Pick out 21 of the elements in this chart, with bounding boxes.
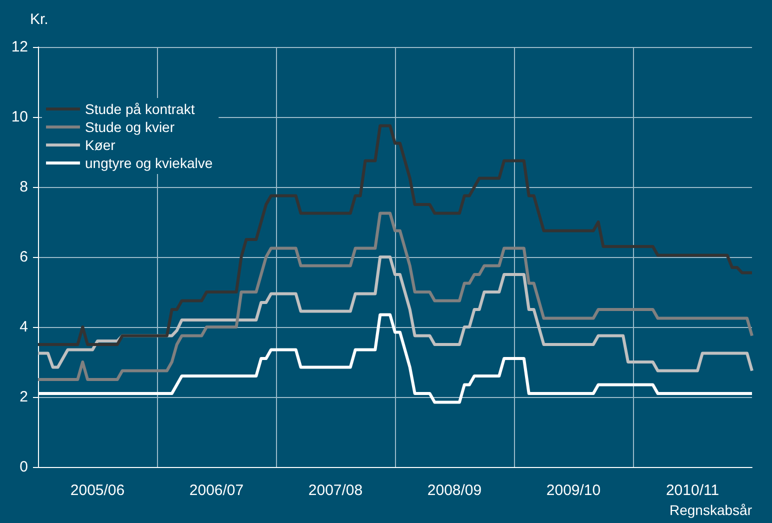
legend-label: Køer — [85, 137, 116, 153]
x-tick-label: 2007/08 — [308, 482, 363, 499]
line-series — [36, 256, 754, 372]
x-tick-label: 2005/06 — [70, 482, 125, 499]
y-axis-title: Kr. — [30, 11, 48, 28]
y-tick-label: 12 — [11, 38, 28, 56]
legend-label: Stude og kvier — [85, 119, 175, 135]
x-axis-title: Regnskabsår — [670, 502, 752, 518]
y-tick-label: 8 — [20, 178, 28, 196]
y-tick-label: 0 — [20, 458, 28, 476]
y-tick-label: 10 — [11, 108, 28, 126]
line-series — [36, 212, 754, 381]
legend-label: ungtyre og kviekalve — [85, 155, 213, 171]
x-tick-label: 2008/09 — [427, 482, 482, 499]
y-tick-label: 4 — [20, 318, 28, 336]
legend-label: Stude på kontrakt — [85, 101, 195, 117]
x-tick-label: 2009/10 — [546, 482, 601, 499]
x-tick-label: 2006/07 — [189, 482, 244, 499]
y-tick-label: 2 — [20, 388, 28, 406]
y-tick-label: 6 — [20, 248, 28, 266]
x-tick-label: 2010/11 — [666, 482, 720, 499]
